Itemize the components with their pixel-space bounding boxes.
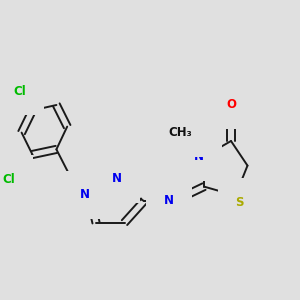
Text: O: O bbox=[226, 98, 236, 111]
Text: N: N bbox=[164, 194, 174, 208]
Text: N: N bbox=[194, 150, 204, 163]
Text: Cl: Cl bbox=[3, 173, 16, 186]
Text: Cl: Cl bbox=[13, 85, 26, 98]
Text: N: N bbox=[80, 188, 89, 202]
Text: S: S bbox=[236, 196, 244, 208]
Text: CH₃: CH₃ bbox=[168, 126, 192, 139]
Text: N: N bbox=[112, 172, 122, 185]
